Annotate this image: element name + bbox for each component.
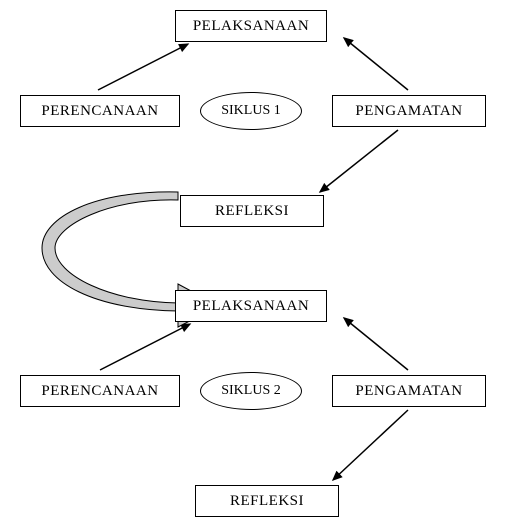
arrow-line [344, 318, 408, 370]
node-label: REFLEKSI [215, 203, 289, 220]
node-label: PENGAMATAN [355, 383, 462, 400]
node-label: SIKLUS 2 [221, 383, 281, 399]
node-perencanaan-2: PERENCANAAN [20, 375, 180, 407]
arrow-line [98, 44, 188, 90]
arrow-line [320, 130, 398, 192]
node-pengamatan-2: PENGAMATAN [332, 375, 486, 407]
arrow-line [344, 38, 408, 90]
connectors-layer [0, 0, 507, 528]
node-label: PERENCANAAN [41, 103, 158, 120]
node-label: PELAKSANAAN [193, 298, 309, 315]
node-siklus-1: SIKLUS 1 [200, 92, 302, 130]
node-refleksi-1: REFLEKSI [180, 195, 324, 227]
node-label: PENGAMATAN [355, 103, 462, 120]
node-siklus-2: SIKLUS 2 [200, 372, 302, 410]
node-label: REFLEKSI [230, 493, 304, 510]
node-label: PELAKSANAAN [193, 18, 309, 35]
arrow-line [333, 410, 408, 480]
node-label: SIKLUS 1 [221, 103, 281, 119]
node-refleksi-2: REFLEKSI [195, 485, 339, 517]
node-pelaksanaan-2: PELAKSANAAN [175, 290, 327, 322]
node-pengamatan-1: PENGAMATAN [332, 95, 486, 127]
node-label: PERENCANAAN [41, 383, 158, 400]
arrow-line [100, 324, 190, 370]
diagram-stage: PELAKSANAAN PERENCANAAN SIKLUS 1 PENGAMA… [0, 0, 507, 528]
node-pelaksanaan-1: PELAKSANAAN [175, 10, 327, 42]
node-perencanaan-1: PERENCANAAN [20, 95, 180, 127]
